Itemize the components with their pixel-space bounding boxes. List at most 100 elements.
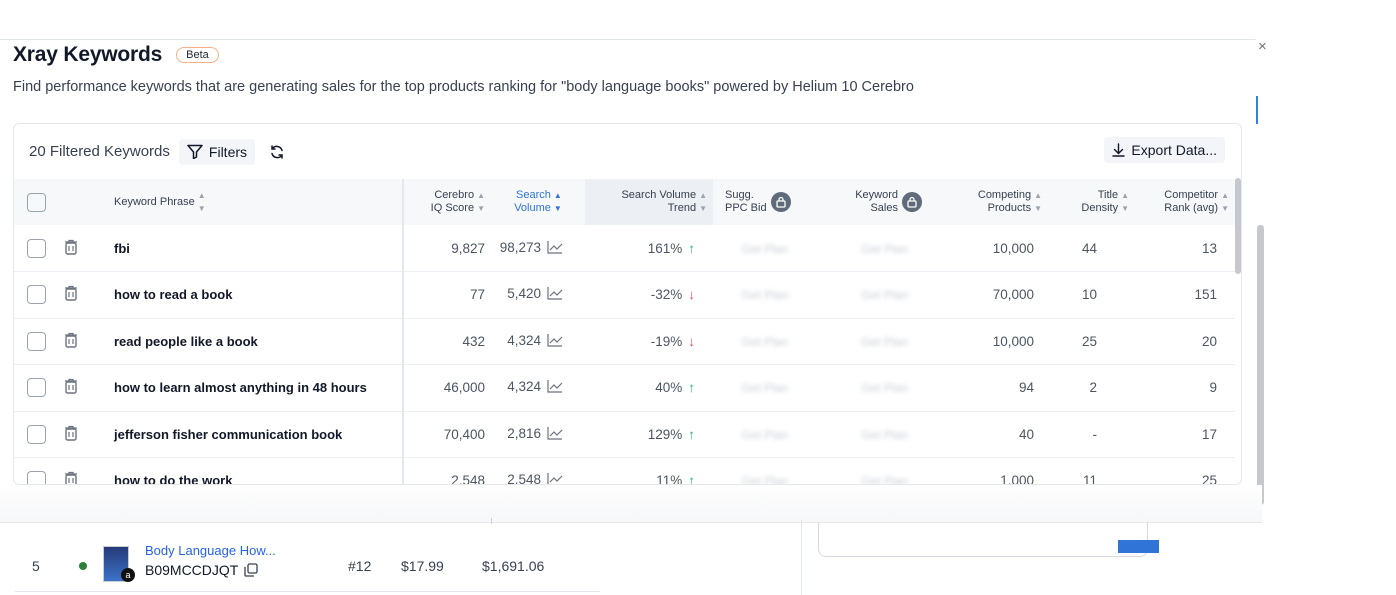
search-volume: 2,548 [507,472,541,485]
filters-button[interactable]: Filters [178,138,256,165]
col-keyword-sales[interactable]: Keyword Sales [817,179,928,225]
filter-icon [187,144,203,159]
search-volume: 4,324 [507,379,541,395]
export-data-button[interactable]: Export Data... [1104,137,1225,163]
cerebro-iq: 77 [403,271,491,319]
row-checkbox[interactable] [26,471,46,484]
trash-icon[interactable] [64,472,78,484]
competing-products: 1,000 [928,457,1048,484]
keyword-sales-locked: Get Plan [817,271,928,319]
trend-chart-icon[interactable] [547,426,563,443]
trash-icon[interactable] [64,239,78,258]
row-checkbox[interactable] [26,424,46,444]
search-volume-trend: 161% [647,240,683,256]
table-row[interactable]: jefferson fisher communication book 70,40… [14,411,1235,458]
keyword-sales-locked: Get Plan [817,411,928,458]
trash-icon[interactable] [64,332,78,351]
refresh-icon[interactable] [269,144,285,160]
table-body: fbi 9,827 98,273 161% ↑ Get Plan Get Plan 10,00… [14,225,1235,485]
filtered-count: 20 Filtered Keywords [29,143,170,160]
sort-icon: ▲ ▼ [1121,191,1129,213]
keywords-table: Keyword Phrase▲ ▼ Cerebro IQ Score▲ ▼ Searc… [14,179,1235,485]
cerebro-iq: 70,400 [403,411,491,458]
trend-up-icon: ↑ [688,426,695,442]
row-checkbox[interactable] [26,331,46,351]
trash-icon[interactable] [64,379,78,397]
top-divider [0,39,1256,40]
search-volume-trend-cell: 161% ↑ [585,225,713,272]
product-revenue: $1,691.06 [482,557,545,574]
product-title-link[interactable]: Body Language How... [145,543,276,558]
lock-icon [770,192,791,212]
col-keyword-phrase[interactable]: Keyword Phrase▲ ▼ [106,179,404,225]
ppc-bid-locked: Get Plan [713,457,817,484]
competitor-rank: 13 [1135,225,1235,272]
modal-bottom-edge [0,485,1262,523]
keyword-phrase: how to learn almost anything in 48 hours [106,364,404,412]
product-thumbnail[interactable] [103,546,129,582]
title-density: 44 [1048,225,1135,272]
keyword-sales-locked: Get Plan [817,364,928,412]
product-row[interactable]: 5 a Body Language How... B09MCCDJQT #12 … [15,540,600,592]
sort-icon: ▲ ▼ [699,191,707,213]
competitor-rank: 151 [1135,271,1235,319]
search-volume: 2,816 [507,425,541,441]
keywords-panel: 20 Filtered Keywords Filters Export Data… [13,123,1242,485]
trend-chart-icon[interactable] [547,333,563,350]
competitor-rank: 25 [1135,457,1235,484]
trash-icon[interactable] [64,425,78,444]
trash-icon[interactable] [64,286,78,304]
page-scrollbar[interactable] [1257,225,1264,505]
search-volume-cell: 2,816 [491,411,585,458]
col-cerebro-iq[interactable]: Cerebro IQ Score▲ ▼ [430,189,485,214]
copy-icon[interactable] [244,563,259,577]
competitor-rank: 20 [1135,318,1235,365]
keyword-phrase: read people like a book [106,318,404,365]
trend-chart-icon[interactable] [547,472,563,484]
title-density: 2 [1048,364,1135,412]
keyword-sales-locked: Get Plan [817,225,928,272]
title-density: - [1048,411,1135,458]
table-row[interactable]: fbi 9,827 98,273 161% ↑ Get Plan Get Plan 10,00… [14,225,1235,272]
ppc-bid-locked: Get Plan [713,364,817,412]
search-volume-trend: -32% [650,287,683,303]
table-scrollbar[interactable] [1235,178,1241,274]
cerebro-iq: 432 [403,318,491,365]
cerebro-iq: 2,548 [403,457,491,484]
row-checkbox[interactable] [26,238,46,258]
trend-chart-icon[interactable] [547,240,563,257]
title-density: 25 [1048,318,1135,365]
col-competitor-rank[interactable]: Competitor Rank (avg)▲ ▼ [1164,189,1229,214]
row-checkbox[interactable] [26,285,46,305]
col-competing-products[interactable]: Competing Products▲ ▼ [977,189,1042,214]
search-volume-trend: -19% [650,333,683,349]
col-search-volume-trend[interactable]: Search Volume Trend▲ ▼ [585,179,713,225]
sort-icon-active: ▲ ▼ [553,191,562,213]
trend-chart-icon[interactable] [547,379,563,396]
col-title-density[interactable]: Title Density▲ ▼ [1081,189,1129,214]
product-rank: 5 [32,557,40,574]
competitor-rank: 9 [1135,364,1235,412]
col-search-volume[interactable]: Search Volume▲ ▼ [514,189,562,214]
background-input[interactable] [818,522,1148,557]
trend-chart-icon[interactable] [547,286,563,303]
search-volume-trend-cell: 11% ↑ [585,457,713,485]
search-volume-trend: 11% [656,473,683,485]
table-row[interactable]: how to do the work 2,548 2,548 11% ↑ Get Plan… [14,457,1235,485]
competing-products: 94 [928,364,1048,412]
background-button[interactable] [1118,540,1159,553]
page-title: Xray Keywords [13,43,163,66]
search-volume-cell: 5,420 [491,271,585,319]
row-checkbox[interactable] [26,378,46,398]
table-row[interactable]: how to learn almost anything in 48 hours… [14,364,1235,412]
table-row[interactable]: read people like a book 432 4,324 -19% ↓ Get … [14,318,1235,365]
select-all-checkbox[interactable] [26,192,46,212]
close-icon[interactable]: × [1258,38,1267,55]
sort-icon: ▲ ▼ [1034,191,1042,213]
col-sugg-ppc-bid[interactable]: Sugg. PPC Bid [713,179,817,225]
trend-down-icon: ↓ [688,287,695,303]
search-volume: 4,324 [507,332,541,348]
divider-tick [491,518,492,524]
competing-products: 40 [928,411,1048,458]
table-row[interactable]: how to read a book 77 5,420 -32% ↓ Get Plan Ge… [14,271,1235,319]
